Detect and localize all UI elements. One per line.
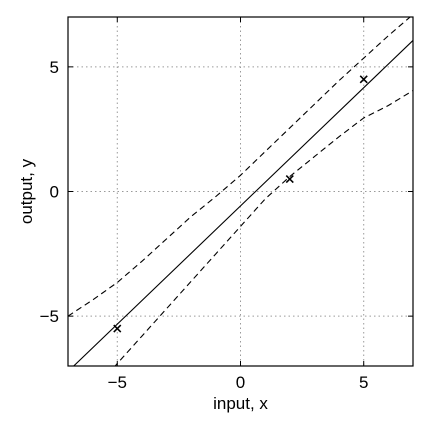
data-point-marker: [285, 174, 294, 184]
plot-frame: [67, 16, 414, 367]
data-point-marker: [359, 75, 368, 84]
y-tick-label: 0: [50, 183, 59, 202]
data-point-marker: [113, 324, 122, 333]
y-axis-label: output, y: [17, 158, 36, 224]
marker-stroke: [359, 75, 368, 84]
grid-lines: [68, 17, 413, 366]
x-tick-label: −5: [108, 373, 127, 392]
y-tick-label: 5: [50, 58, 59, 77]
axis-labels: input, x output, y: [17, 158, 268, 413]
data-series: [68, 17, 413, 366]
mean-fit-line: [72, 40, 413, 366]
axis-ticks: −5 0 5 −5 0 5: [40, 17, 413, 392]
y-tick-label: −5: [40, 307, 59, 326]
confidence-bound-line: [114, 90, 413, 366]
x-axis-label: input, x: [213, 394, 268, 413]
marker-stroke: [285, 174, 294, 184]
confidence-bound-line: [68, 17, 411, 317]
x-tick-label: 5: [359, 373, 368, 392]
x-tick-label: 0: [236, 373, 245, 392]
marker-stroke: [113, 324, 122, 333]
